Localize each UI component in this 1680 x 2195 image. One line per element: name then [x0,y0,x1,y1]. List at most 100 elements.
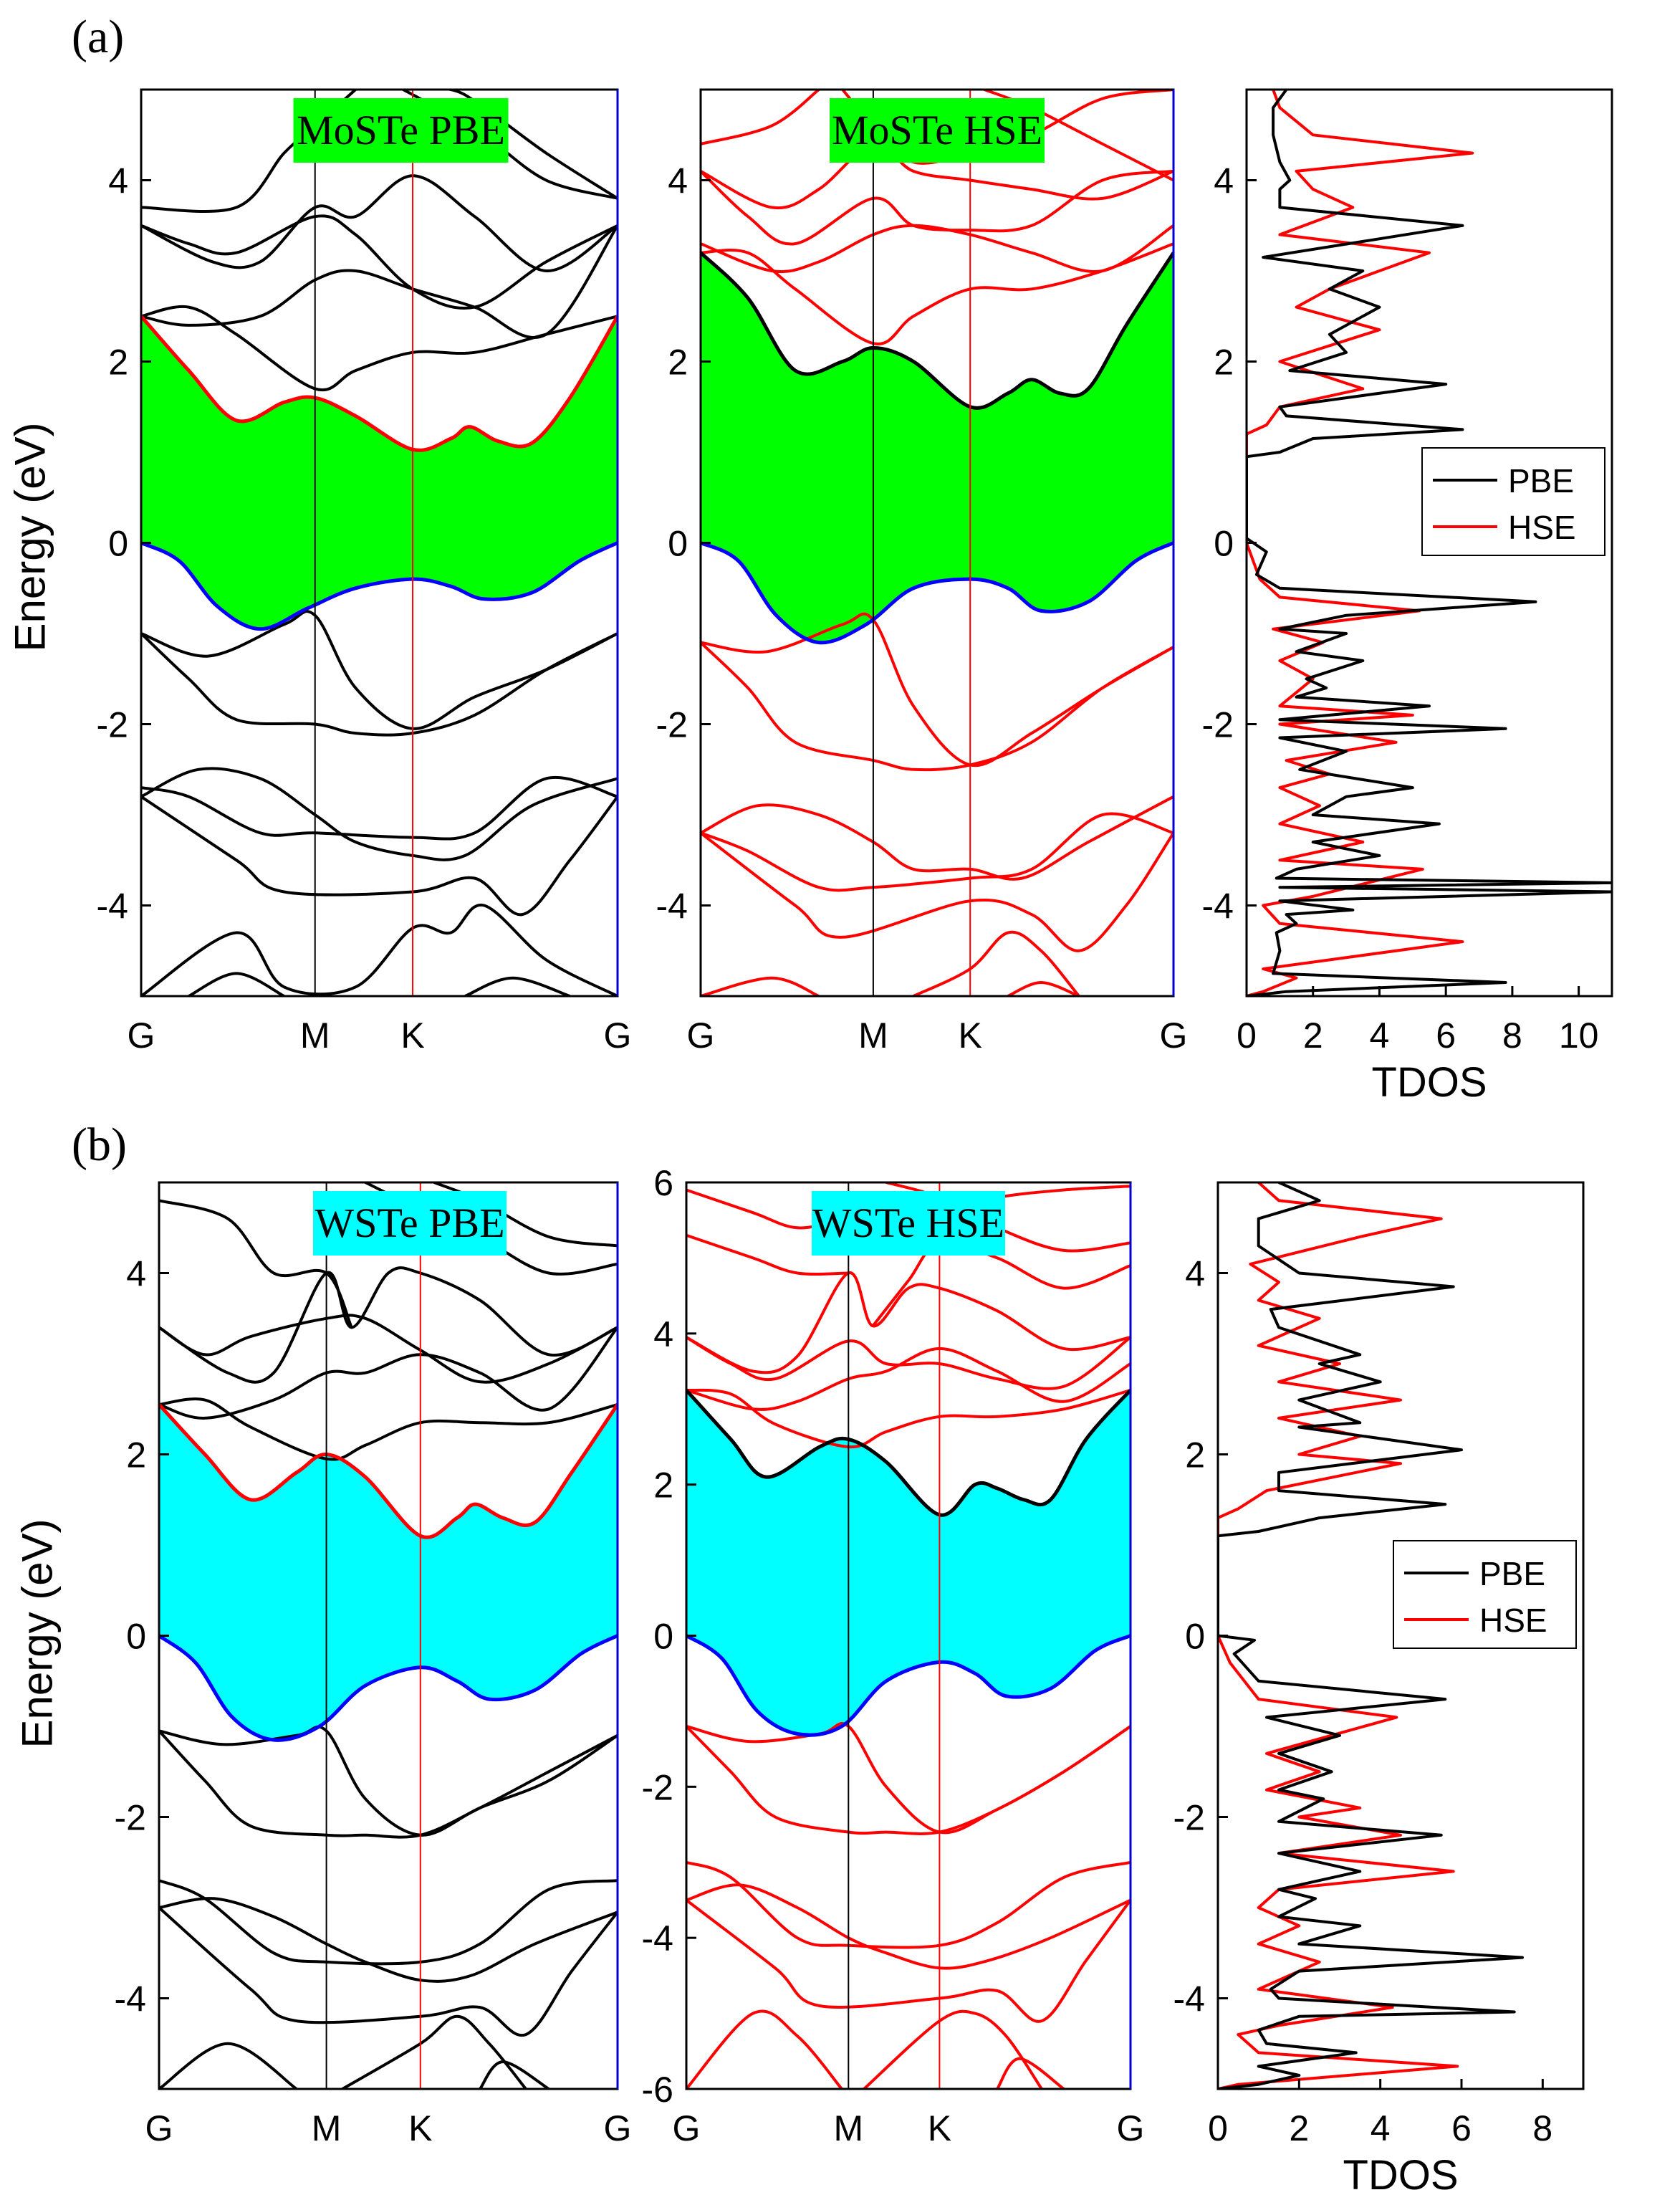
legend-box [1393,1540,1577,1649]
y-tick-label: 0 [653,1617,673,1657]
band-line-5 [686,2009,843,2089]
x-tick-label: 0 [1237,1015,1257,1056]
cbm-edge [701,251,1173,410]
band-line-1 [141,632,618,737]
legend-label-pbe: PBE [1508,462,1574,499]
y-tick-label: -2 [115,1798,146,1838]
band-line-6 [863,2009,1043,2089]
band-line-2 [141,776,618,841]
gap-fill [141,316,618,629]
x-tick-label: 10 [1559,1015,1599,1056]
band-line-5 [141,903,618,996]
band-line-9 [159,1326,618,1420]
band-line-2 [159,1879,618,1966]
y-tick-label: 4 [1185,1254,1205,1294]
gap-fill [686,1390,1131,1736]
band-line-4 [686,1898,1131,2023]
band-line-12 [159,1199,353,1329]
y-tick-label: -4 [1202,886,1234,927]
x-tick-label: G [687,1015,715,1056]
band-line-14 [984,90,1173,182]
dos-panel-2: -4 -2 0 2 4 0 2 4 6 8 10 TDOS PBE HSE [1202,88,1613,1106]
band-line-2 [701,812,1173,892]
y-tick-label: -4 [1173,1979,1205,2019]
y-tick-label: 2 [1214,343,1234,383]
band-line-8 [686,1388,1131,1449]
band-line-14 [433,1182,618,1248]
y-tick-label: -4 [97,886,128,927]
band-line-4 [141,795,618,917]
y-tick-label: 2 [1185,1435,1205,1476]
plot-area [159,1182,618,2089]
x-tick-label: G [1160,1015,1188,1056]
y-tick-label: -4 [115,1979,146,2019]
x-tick-label: M [833,2108,863,2148]
x-tick-label: 6 [1436,1015,1456,1056]
band-line-11 [141,174,618,273]
x-tick-label: 6 [1451,2108,1472,2148]
x-tick-label: 4 [1370,1015,1390,1056]
x-axis-label: TDOS [1371,1059,1487,1106]
plot-area [1247,90,1612,996]
band-line-8 [159,1397,618,1461]
y-tick-label: 0 [108,524,128,564]
y-tick-label: 4 [653,1314,673,1354]
band-line-0 [141,610,618,730]
band-line-1 [701,641,1173,772]
band-line-9 [701,224,1173,274]
x-tick-label: K [959,1015,982,1056]
band-line-11 [159,1266,618,1384]
band-line-10 [159,1314,618,1384]
band-panel-4: -6 -4 -2 0 2 4 6 G M K G WSTe HSE [642,1163,1145,2148]
vbm-edge [141,541,618,631]
title-box [313,1191,507,1256]
band-panel-1: -4 -2 0 2 4 G M K G MoSTe HSE [656,88,1188,1056]
x-tick-label: G [604,2108,632,2148]
band-line-7 [464,976,571,996]
band-line-3 [159,1897,618,1983]
y-tick-label: 2 [126,1435,146,1476]
band-line-0 [159,1725,618,1837]
legend-label-pbe: PBE [1479,1555,1545,1592]
plot-area [701,90,1173,996]
title-box [293,98,509,163]
title-box [830,98,1045,163]
y-tick-label: -2 [656,705,688,745]
y-tick-label: -2 [1173,1798,1205,1838]
band-line-6 [913,930,1080,996]
y-tick-label: 2 [668,343,688,383]
band-line-12 [701,90,820,145]
band-line-6 [341,2014,527,2089]
band-line-3 [686,1883,1131,1970]
band-line-5 [159,2042,298,2089]
y-tick-label: 4 [108,161,128,201]
x-tick-label: G [128,1015,155,1056]
y-tick-label: -4 [642,1918,673,1959]
band-line-11 [701,142,1173,210]
band-line-9 [141,224,618,340]
band-line-11 [686,1271,1131,1374]
band-panel-3: -4 -2 0 2 4 G M K G WSTe PBE [115,1181,632,2148]
x-tick-label: 8 [1502,1015,1522,1056]
plot-area [1218,1182,1524,2089]
x-tick-label: 2 [1289,2108,1309,2148]
x-axis-label: TDOS [1343,2152,1458,2195]
x-tick-label: M [312,2108,342,2148]
vbm-edge [159,1634,618,1742]
y-tick-label: 6 [653,1163,673,1203]
band-line-4 [159,1906,618,2037]
band-line-10 [686,1336,1131,1390]
cbm-edge [141,315,618,452]
chart-title: WSTe PBE [315,1200,505,1246]
cbm-edge [686,1389,1131,1517]
y-tick-label: 4 [668,161,688,201]
y-tick-label: 4 [126,1254,146,1294]
plot-area [141,90,618,996]
gap-fill [701,252,1173,643]
y-tick-label: 2 [108,343,128,383]
x-tick-label: 2 [1303,1015,1323,1056]
band-line-6 [188,972,285,996]
gap-fill [159,1404,618,1741]
vbm-edge [686,1634,1131,1737]
y-tick-label: -4 [656,886,688,927]
